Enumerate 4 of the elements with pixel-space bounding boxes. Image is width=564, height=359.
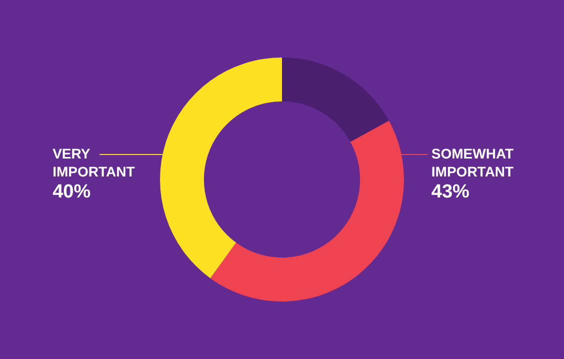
data-label: 40% <box>52 182 91 203</box>
slice-label: VERY IMPORTANT <box>52 145 136 180</box>
slice-label: SOMEWHAT IMPORTANT <box>431 145 514 180</box>
data-label: 43% <box>431 182 470 203</box>
